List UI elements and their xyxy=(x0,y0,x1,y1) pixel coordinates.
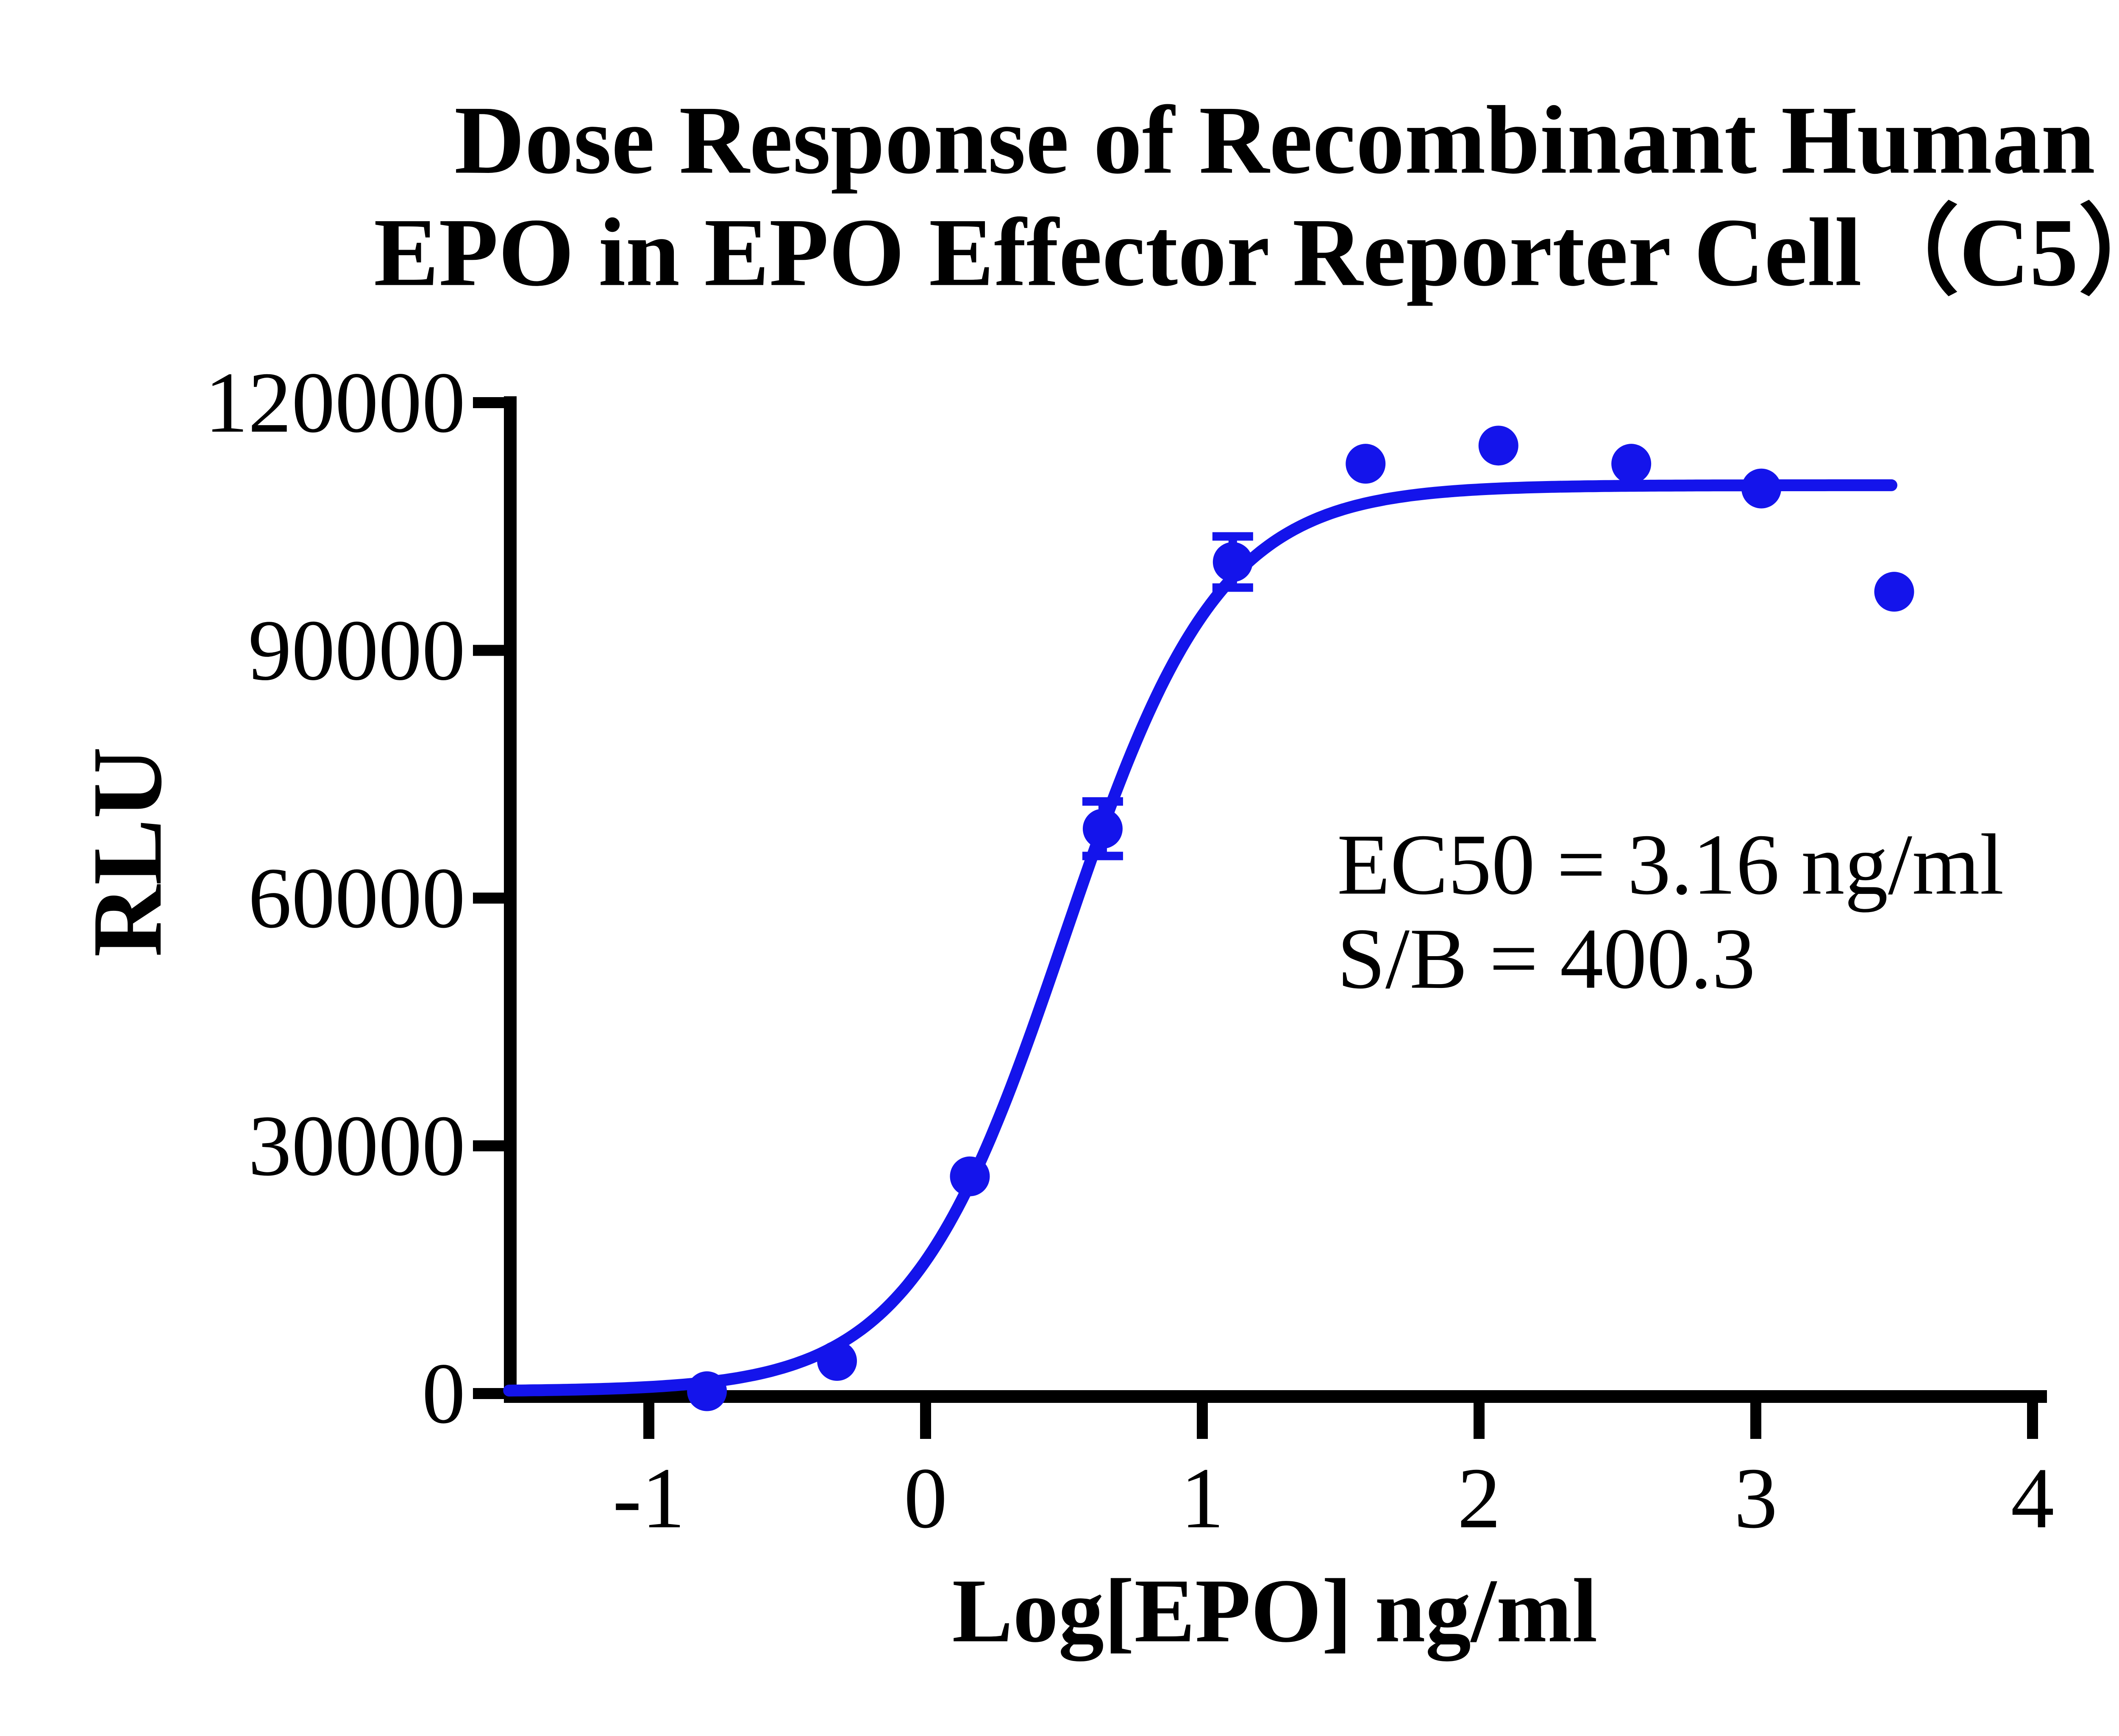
data-point xyxy=(950,1156,990,1196)
x-tick-label: 1 xyxy=(1181,1450,1224,1547)
data-point xyxy=(687,1371,727,1411)
x-tick-label: 4 xyxy=(2011,1450,2055,1547)
data-point xyxy=(1874,572,1914,612)
x-tick-label: 3 xyxy=(1734,1450,1778,1547)
y-tick-label: 60000 xyxy=(248,850,466,946)
ec50-annotation: EC50 = 3.16 ng/ml xyxy=(1337,817,2004,913)
chart-title-line1: Dose Response of Recombinant Human xyxy=(454,86,2095,194)
data-point xyxy=(1741,468,1782,509)
y-axis-ticks: 0 30000 60000 90000 120000 xyxy=(205,355,510,1442)
signal-background-annotation: S/B = 400.3 xyxy=(1337,911,1755,1007)
data-point xyxy=(1611,444,1652,484)
chart-title-line2: EPO in EPO Effector Reporter Cell（C5） xyxy=(374,198,2119,306)
x-axis-ticks: -1 0 1 2 3 4 xyxy=(613,1397,2055,1547)
y-axis-title: RLU xyxy=(72,747,182,957)
x-tick-label: -1 xyxy=(613,1450,685,1547)
x-axis-title: Log[EPO] ng/ml xyxy=(952,1560,1598,1661)
data-point xyxy=(1212,542,1253,582)
data-point xyxy=(1082,809,1123,849)
fit-curve-group xyxy=(503,479,1897,1397)
x-tick-label: 2 xyxy=(1457,1450,1501,1547)
data-point xyxy=(1478,426,1518,466)
fit-curve xyxy=(503,479,1897,1397)
y-tick-label: 120000 xyxy=(205,355,465,451)
data-points-group xyxy=(687,426,1914,1411)
y-tick-label: 90000 xyxy=(248,602,466,698)
y-tick-label: 0 xyxy=(422,1346,466,1442)
y-tick-label: 30000 xyxy=(248,1098,466,1194)
data-point xyxy=(1346,444,1386,484)
x-tick-label: 0 xyxy=(904,1450,948,1547)
data-point xyxy=(817,1341,857,1381)
